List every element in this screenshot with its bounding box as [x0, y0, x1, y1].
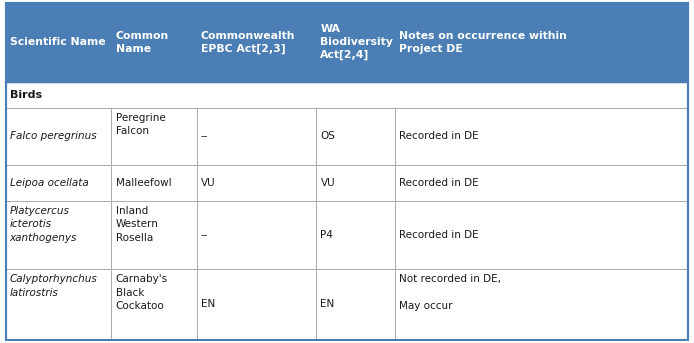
Text: Common
Name: Common Name — [116, 31, 169, 54]
Text: Not recorded in DE,

May occur: Not recorded in DE, May occur — [399, 274, 501, 311]
Text: Recorded in DE: Recorded in DE — [399, 131, 479, 141]
Bar — [197, 269, 316, 340]
Bar — [6, 165, 112, 201]
Text: --: -- — [201, 131, 208, 141]
Bar — [395, 108, 688, 165]
Bar — [316, 165, 395, 201]
Text: Scientific Name: Scientific Name — [10, 37, 105, 47]
Bar — [112, 3, 197, 82]
Bar — [112, 108, 197, 165]
Text: VU: VU — [201, 178, 216, 188]
Text: Falco peregrinus: Falco peregrinus — [10, 131, 96, 141]
Bar — [6, 3, 112, 82]
Text: P4: P4 — [321, 230, 333, 240]
Bar — [6, 108, 112, 165]
Bar — [395, 269, 688, 340]
Bar — [316, 108, 395, 165]
Text: EN: EN — [321, 299, 335, 309]
Text: Commonwealth
EPBC Act[2,3]: Commonwealth EPBC Act[2,3] — [201, 31, 296, 54]
Text: VU: VU — [321, 178, 335, 188]
Text: Peregrine
Falcon: Peregrine Falcon — [116, 113, 165, 136]
Text: Notes on occurrence within
Project DE: Notes on occurrence within Project DE — [399, 31, 567, 54]
Bar — [395, 201, 688, 269]
Text: OS: OS — [321, 131, 335, 141]
Bar — [6, 82, 688, 108]
Text: EN: EN — [201, 299, 215, 309]
Bar — [197, 3, 316, 82]
Text: Inland
Western
Rosella: Inland Western Rosella — [116, 206, 158, 243]
Bar — [316, 3, 395, 82]
Bar — [112, 201, 197, 269]
Bar — [112, 165, 197, 201]
Text: WA
Biodiversity
Act[2,4]: WA Biodiversity Act[2,4] — [321, 24, 393, 60]
Text: Platycercus
icterotis
xanthogenys: Platycercus icterotis xanthogenys — [10, 206, 77, 243]
Bar — [112, 269, 197, 340]
Bar — [395, 165, 688, 201]
Bar — [197, 108, 316, 165]
Text: Birds: Birds — [10, 90, 42, 100]
Bar — [197, 165, 316, 201]
Text: Recorded in DE: Recorded in DE — [399, 178, 479, 188]
Text: Carnaby's
Black
Cockatoo: Carnaby's Black Cockatoo — [116, 274, 168, 311]
Text: Recorded in DE: Recorded in DE — [399, 230, 479, 240]
Bar — [197, 201, 316, 269]
Text: Calyptorhynchus
latirostris: Calyptorhynchus latirostris — [10, 274, 97, 298]
Bar — [316, 269, 395, 340]
Text: --: -- — [201, 230, 208, 240]
Bar — [316, 201, 395, 269]
Text: Leipoa ocellata: Leipoa ocellata — [10, 178, 88, 188]
Bar — [6, 201, 112, 269]
Bar — [395, 3, 688, 82]
Bar — [6, 269, 112, 340]
Text: Malleefowl: Malleefowl — [116, 178, 171, 188]
